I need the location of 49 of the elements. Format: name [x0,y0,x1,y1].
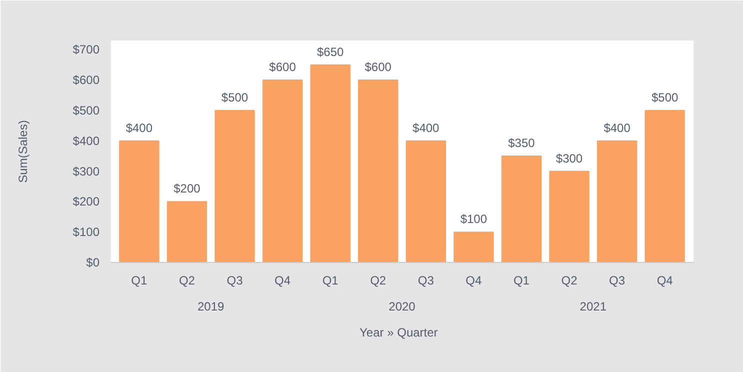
x-tick-label: Q4 [656,274,674,288]
x-tick-label: Q1 [322,274,339,288]
bar [549,170,590,262]
x-tick-label: Q1 [131,274,148,288]
x-tick-label: Q3 [226,274,244,288]
x-tick-label: Q4 [466,274,482,288]
bar [501,156,542,262]
y-tick-label: $600 [72,73,100,88]
y-tick-label: $400 [72,134,100,148]
bar [596,140,638,262]
y-tick-label: $0 [86,256,100,270]
data-label: $650 [316,44,344,59]
text: 2021 [580,300,607,314]
data-label: $600 [269,60,296,74]
bar [454,232,494,262]
data-label: $400 [604,120,631,135]
data-label: $400 [126,120,153,135]
x-tick-label: Q2 [178,274,196,288]
data-label: $100 [460,212,488,226]
data-label: $300 [556,151,583,166]
bar [166,201,208,262]
bar [310,64,350,262]
bar [644,110,685,262]
text: 2019 [198,300,225,314]
data-label: $200 [174,182,201,196]
y-tick-label: $300 [72,164,100,178]
data-label: $600 [364,60,392,74]
x-axis-title: Year » Quarter [360,326,438,340]
y-tick-label: $500 [72,103,100,118]
y-tick-label: $100 [72,225,100,240]
data-label: $500 [651,90,678,104]
x-tick-label: Q2 [561,274,578,288]
bar [119,140,160,262]
y-tick-label: $200 [72,194,100,209]
x-tick-label: Q4 [274,274,291,288]
text: 2020 [388,300,416,314]
x-tick-label: Q2 [370,274,386,288]
data-label: $400 [412,120,440,135]
data-label: $350 [508,136,536,150]
data-label: $500 [221,90,248,104]
x-tick-label: Q1 [513,274,530,288]
y-tick-label: $700 [72,42,100,57]
y-axis-title: Sum(Sales) [16,120,30,183]
bar [358,80,398,262]
bar [406,140,446,262]
bar [214,110,255,262]
x-tick-label: Q3 [609,274,626,288]
bar [262,80,303,262]
x-tick-label: Q3 [418,274,434,288]
